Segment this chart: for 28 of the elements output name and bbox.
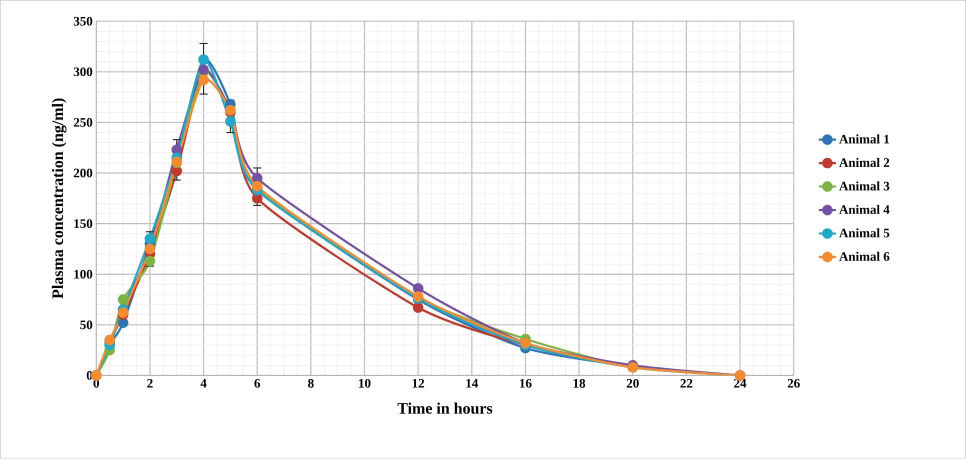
y-tick-label: 150 xyxy=(74,219,92,228)
x-tick-label: 10 xyxy=(359,379,370,388)
x-tick-label: 8 xyxy=(308,379,314,388)
y-tick-label: 100 xyxy=(74,270,92,279)
x-tick-label: 6 xyxy=(254,379,260,388)
legend-label: Animal 3 xyxy=(839,181,890,191)
x-tick-label: 20 xyxy=(626,379,639,388)
x-tick-label: 14 xyxy=(466,379,478,388)
legend-label: Animal 2 xyxy=(839,158,890,168)
x-tick-label: 12 xyxy=(412,379,424,388)
x-axis-title: Time in hours xyxy=(398,402,492,414)
legend-label: Animal 5 xyxy=(839,228,890,238)
y-tick-label: 50 xyxy=(80,320,92,330)
legend-label: Animal 1 xyxy=(839,134,890,144)
y-tick-label: 250 xyxy=(74,118,92,127)
x-tick-label: 26 xyxy=(788,379,800,388)
y-tick-label: 300 xyxy=(74,68,92,76)
x-tick-label: 16 xyxy=(520,379,532,388)
legend-label: Animal 4 xyxy=(839,204,890,214)
x-tick-label: 2 xyxy=(147,379,153,388)
x-tick-label: 18 xyxy=(574,379,586,388)
y-tick-label: 350 xyxy=(74,17,92,26)
y-axis-title: Plasma concentration (ng/ml) xyxy=(52,98,66,299)
x-tick-label: 4 xyxy=(200,379,207,388)
x-tick-label: 22 xyxy=(680,379,692,388)
legend-label: Animal 6 xyxy=(839,252,890,262)
y-tick-label: 200 xyxy=(74,168,92,178)
x-tick-label: 24 xyxy=(734,379,746,388)
